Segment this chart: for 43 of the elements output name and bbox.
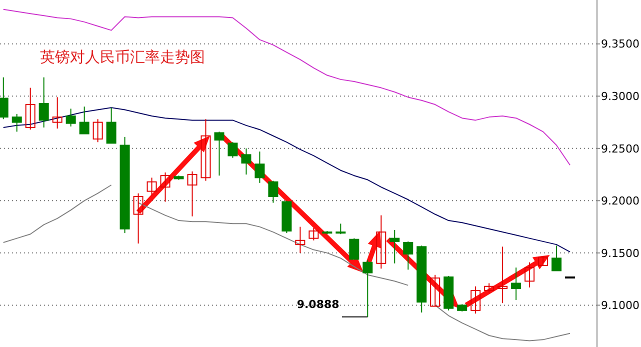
candlestick: [498, 246, 508, 304]
candlestick: [349, 238, 360, 260]
y-tick-label: 9.1500: [601, 246, 640, 260]
candlestick: [552, 245, 562, 272]
annotation: 9.0888: [296, 298, 340, 311]
candlestick: [12, 113, 22, 132]
candlestick: [214, 131, 224, 176]
y-tick-label: 9.1000: [601, 299, 640, 312]
candlestick: [511, 267, 522, 300]
candlestick: [362, 260, 373, 318]
candlestick: [390, 229, 400, 264]
candlestick: [187, 170, 198, 217]
candlestick: [79, 106, 90, 134]
line-series: [2, 8, 571, 166]
candlestick: [200, 118, 211, 182]
y-tick-label: 9.3000: [601, 90, 640, 104]
candlestick: [484, 282, 494, 294]
candlestick: [403, 240, 414, 270]
candlestick: [241, 148, 252, 176]
candlestick: [133, 192, 144, 244]
candlestick: [146, 177, 157, 196]
candlestick: [92, 118, 103, 143]
candlestick: [524, 262, 535, 288]
candlestick: [254, 151, 265, 184]
candlestick: [470, 286, 481, 314]
y-tick-label: 9.3500: [601, 38, 640, 51]
y-tick-label: 9.2000: [601, 194, 640, 208]
candlestick: [430, 274, 440, 307]
candlestick: [38, 76, 49, 128]
candlestick: [376, 214, 386, 270]
candlestick: [160, 172, 170, 202]
y-tick-label: 9.2500: [601, 142, 640, 156]
candlestick: [106, 107, 116, 144]
candlestick: [538, 256, 548, 266]
candlestick: [268, 180, 278, 204]
candlestick: [308, 227, 319, 241]
candlestick: [228, 142, 238, 158]
candlestick: [66, 108, 76, 127]
text: 英镑对人民币汇率走势图: [40, 48, 205, 66]
candlestick: [52, 96, 62, 130]
candlestick: [336, 223, 346, 235]
candlestick: [295, 226, 306, 254]
candlestick: [25, 87, 36, 130]
